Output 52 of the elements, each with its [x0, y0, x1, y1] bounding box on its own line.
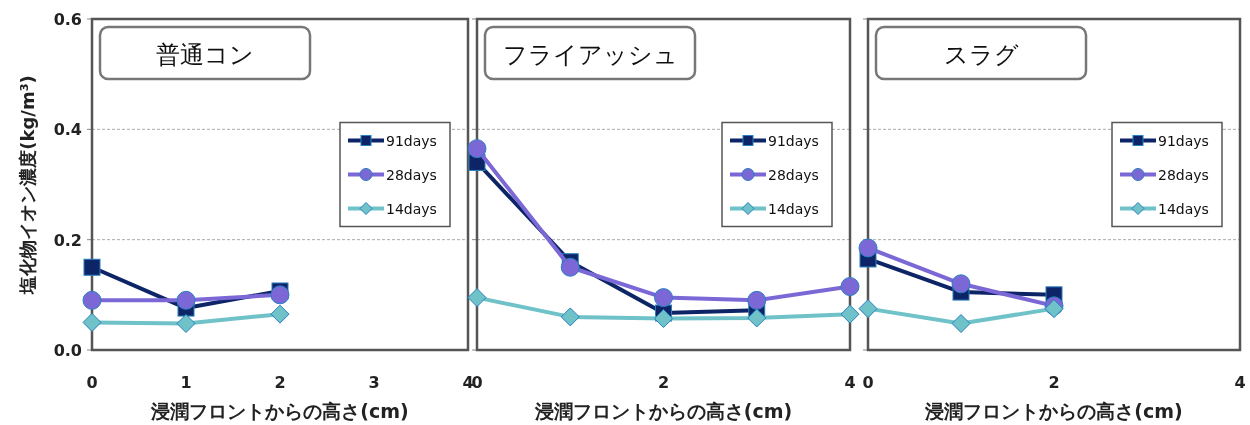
- legend-label: 14days: [386, 200, 437, 217]
- text: スラグ: [943, 41, 1019, 69]
- point: [560, 257, 580, 277]
- point: [747, 308, 767, 328]
- legend-label: 28days: [768, 166, 819, 183]
- x-tick-label: 0: [471, 373, 483, 392]
- legend-label: 14days: [1158, 200, 1209, 217]
- point: [654, 288, 673, 308]
- x-tick-label: 4: [462, 373, 474, 392]
- x-tick-label: 0: [86, 373, 98, 392]
- x-tick-label: 4: [1234, 373, 1246, 392]
- legend-label: 14days: [768, 200, 819, 217]
- x-axis-title: 浸潤フロントからの高さ(cm): [924, 400, 1183, 422]
- point: [858, 299, 878, 319]
- y-tick-label: 0.0: [53, 341, 82, 360]
- x-tick-label: 2: [274, 373, 286, 392]
- point: [858, 238, 878, 258]
- point: [467, 288, 487, 308]
- point: [840, 304, 860, 324]
- x-tick-label: 3: [368, 373, 380, 392]
- point: [951, 314, 971, 334]
- x-tick-label: 2: [1048, 373, 1060, 392]
- x-tick-label: 1: [180, 373, 192, 392]
- x-axis-title: 浸潤フロントからの高さ(cm): [150, 400, 409, 422]
- x-tick-label: 4: [844, 373, 856, 392]
- legend-label: 91days: [386, 132, 437, 149]
- x-tick-label: 0: [862, 373, 874, 392]
- point: [840, 277, 860, 297]
- x-tick-label: 2: [657, 373, 670, 392]
- point: [82, 290, 102, 310]
- point: [560, 307, 580, 327]
- y-axis-title: 塩化物イオン濃度(kg/m³): [17, 75, 38, 295]
- point: [654, 309, 673, 329]
- text: 普通コン: [156, 41, 254, 69]
- legend-label: 91days: [768, 132, 819, 149]
- point: [176, 290, 196, 310]
- point: [467, 139, 487, 159]
- point: [176, 314, 196, 334]
- legend-label: 28days: [1158, 166, 1209, 183]
- point: [83, 258, 101, 276]
- point: [82, 312, 102, 332]
- point: [270, 285, 290, 305]
- point: [951, 274, 971, 294]
- y-tick-label: 0.6: [53, 10, 82, 29]
- x-axis-title: 浸潤フロントからの高さ(cm): [533, 400, 793, 422]
- text: フライアッシュ: [502, 41, 678, 69]
- y-tick-label: 0.4: [53, 120, 82, 140]
- legend-label: 91days: [1158, 132, 1209, 149]
- point: [747, 290, 767, 310]
- point: [270, 304, 290, 324]
- legend-label: 28days: [386, 166, 437, 183]
- y-tick-label: 0.2: [53, 230, 82, 250]
